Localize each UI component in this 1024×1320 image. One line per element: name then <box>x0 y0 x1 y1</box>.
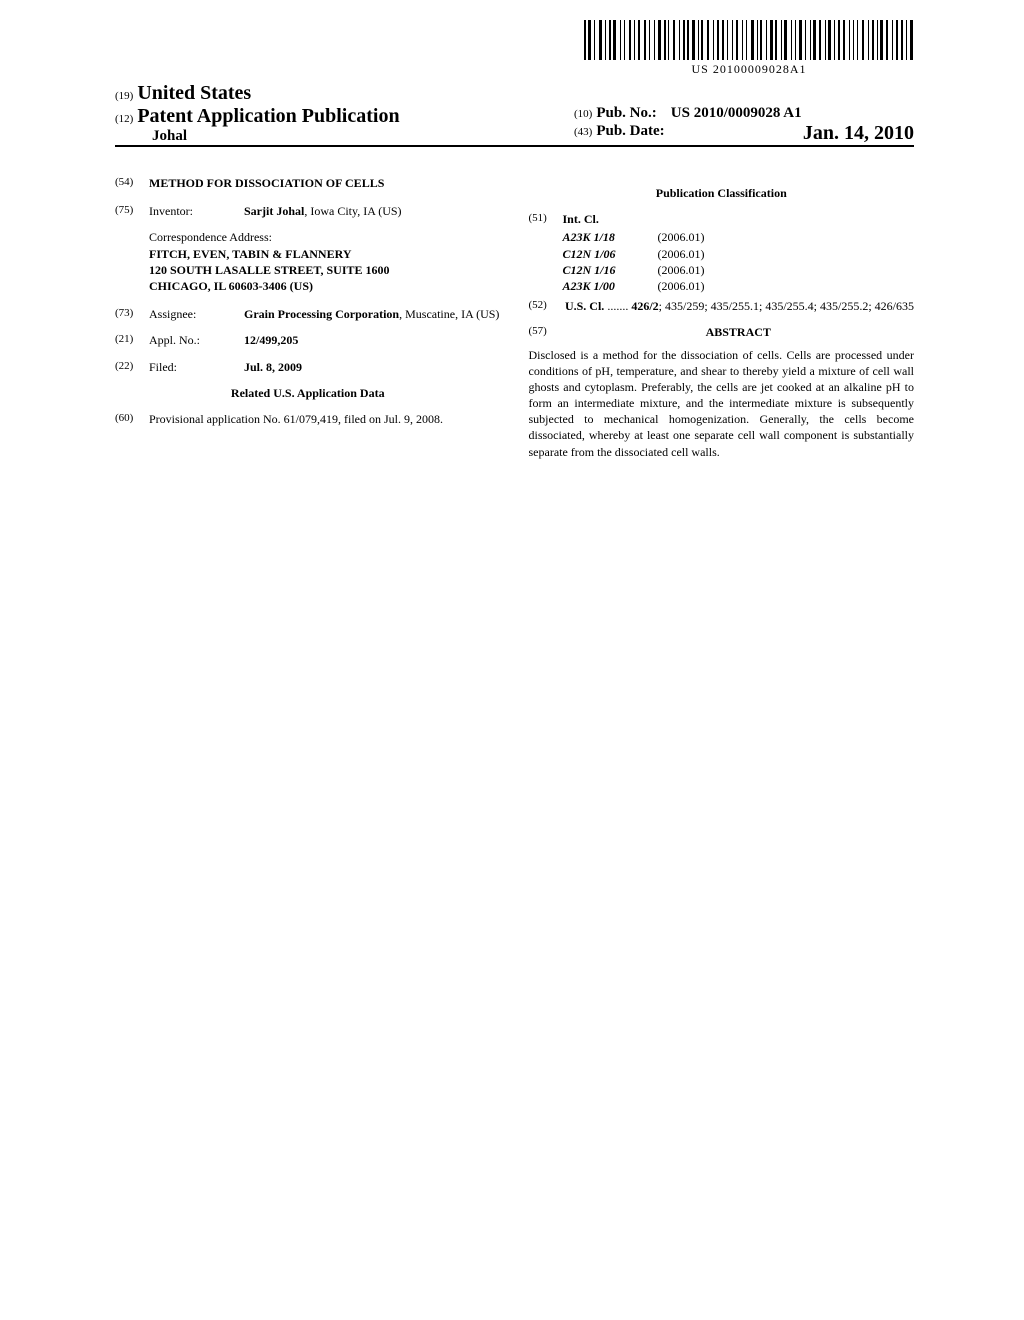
filed-value: Jul. 8, 2009 <box>244 359 501 375</box>
field-73-num: (73) <box>115 306 149 322</box>
intcl-row: C12N 1/16(2006.01) <box>563 262 915 278</box>
intcl-code: C12N 1/16 <box>563 262 658 278</box>
intcl-year: (2006.01) <box>658 262 915 278</box>
field-10-num: (10) <box>574 108 592 120</box>
uscl-dots: ....... <box>604 299 631 313</box>
body-columns: (54) METHOD FOR DISSOCIATION OF CELLS (7… <box>115 175 914 460</box>
field-51-num: (51) <box>529 211 563 227</box>
field-12-num: (12) <box>115 113 133 125</box>
assignee-label: Assignee: <box>149 306 244 322</box>
divider-line <box>115 145 914 147</box>
correspondence-label: Correspondence Address: <box>149 229 501 245</box>
barcode-graphic <box>584 20 914 60</box>
inventor-name: Sarjit Johal <box>244 204 304 218</box>
intcl-row: A23K 1/18(2006.01) <box>563 229 915 245</box>
field-21-num: (21) <box>115 332 149 348</box>
uscl-label: U.S. Cl. <box>565 299 604 313</box>
corr-line-3: CHICAGO, IL 60603-3406 (US) <box>149 278 501 294</box>
uscl-primary: 426/2 <box>631 299 658 313</box>
intcl-year: (2006.01) <box>658 246 915 262</box>
field-60-num: (60) <box>115 411 149 427</box>
field-57-num: (57) <box>529 324 563 340</box>
pub-no-value: US 2010/0009028 A1 <box>671 105 802 121</box>
intcl-code: C12N 1/06 <box>563 246 658 262</box>
pub-date-label: Pub. Date: <box>596 123 664 139</box>
country: United States <box>137 82 251 104</box>
intcl-code: A23K 1/00 <box>563 278 658 294</box>
field-19-num: (19) <box>115 90 133 102</box>
intcl-code: A23K 1/18 <box>563 229 658 245</box>
related-data-title: Related U.S. Application Data <box>115 385 501 401</box>
pub-no-label: Pub. No.: <box>596 105 656 121</box>
abstract-label: ABSTRACT <box>563 324 915 340</box>
author-name: Johal <box>152 128 475 145</box>
intcl-year: (2006.01) <box>658 278 915 294</box>
header-right: (10) Pub. No.: US 2010/0009028 A1 (43) P… <box>574 82 914 145</box>
appl-no-label: Appl. No.: <box>149 332 244 348</box>
pub-date-value: Jan. 14, 2010 <box>803 122 914 145</box>
intcl-list: A23K 1/18(2006.01) C12N 1/06(2006.01) C1… <box>563 229 915 294</box>
intcl-label: Int. Cl. <box>563 211 599 227</box>
provisional-text: Provisional application No. 61/079,419, … <box>149 411 501 427</box>
intcl-year: (2006.01) <box>658 229 915 245</box>
field-43-num: (43) <box>574 126 592 138</box>
patent-page: US 20100009028A1 (19) United States (12)… <box>0 0 1024 1320</box>
header-left: (19) United States (12) Patent Applicati… <box>115 82 475 145</box>
field-52-num: (52) <box>529 298 563 314</box>
title: METHOD FOR DISSOCIATION OF CELLS <box>149 175 501 191</box>
doc-type: Patent Application Publication <box>137 105 399 127</box>
pub-class-title: Publication Classification <box>529 185 915 201</box>
abstract-text: Disclosed is a method for the dissociati… <box>529 347 915 460</box>
barcode-block: US 20100009028A1 <box>584 20 914 77</box>
appl-no-value: 12/499,205 <box>244 332 501 348</box>
inventor-label: Inventor: <box>149 203 244 219</box>
field-54-num: (54) <box>115 175 149 191</box>
left-column: (54) METHOD FOR DISSOCIATION OF CELLS (7… <box>115 175 501 460</box>
barcode-text: US 20100009028A1 <box>584 62 914 77</box>
correspondence-block: Correspondence Address: FITCH, EVEN, TAB… <box>149 229 501 294</box>
header-block: (19) United States (12) Patent Applicati… <box>115 82 914 147</box>
field-75-num: (75) <box>115 203 149 219</box>
intcl-row: C12N 1/06(2006.01) <box>563 246 915 262</box>
assignee-location: , Muscatine, IA (US) <box>399 307 499 321</box>
corr-line-1: FITCH, EVEN, TABIN & FLANNERY <box>149 246 501 262</box>
assignee-name: Grain Processing Corporation <box>244 307 399 321</box>
intcl-row: A23K 1/00(2006.01) <box>563 278 915 294</box>
right-column: Publication Classification (51) Int. Cl.… <box>529 175 915 460</box>
inventor-location: , Iowa City, IA (US) <box>304 204 401 218</box>
corr-line-2: 120 SOUTH LASALLE STREET, SUITE 1600 <box>149 262 501 278</box>
uscl-rest: ; 435/259; 435/255.1; 435/255.4; 435/255… <box>659 299 914 313</box>
field-22-num: (22) <box>115 359 149 375</box>
filed-label: Filed: <box>149 359 244 375</box>
